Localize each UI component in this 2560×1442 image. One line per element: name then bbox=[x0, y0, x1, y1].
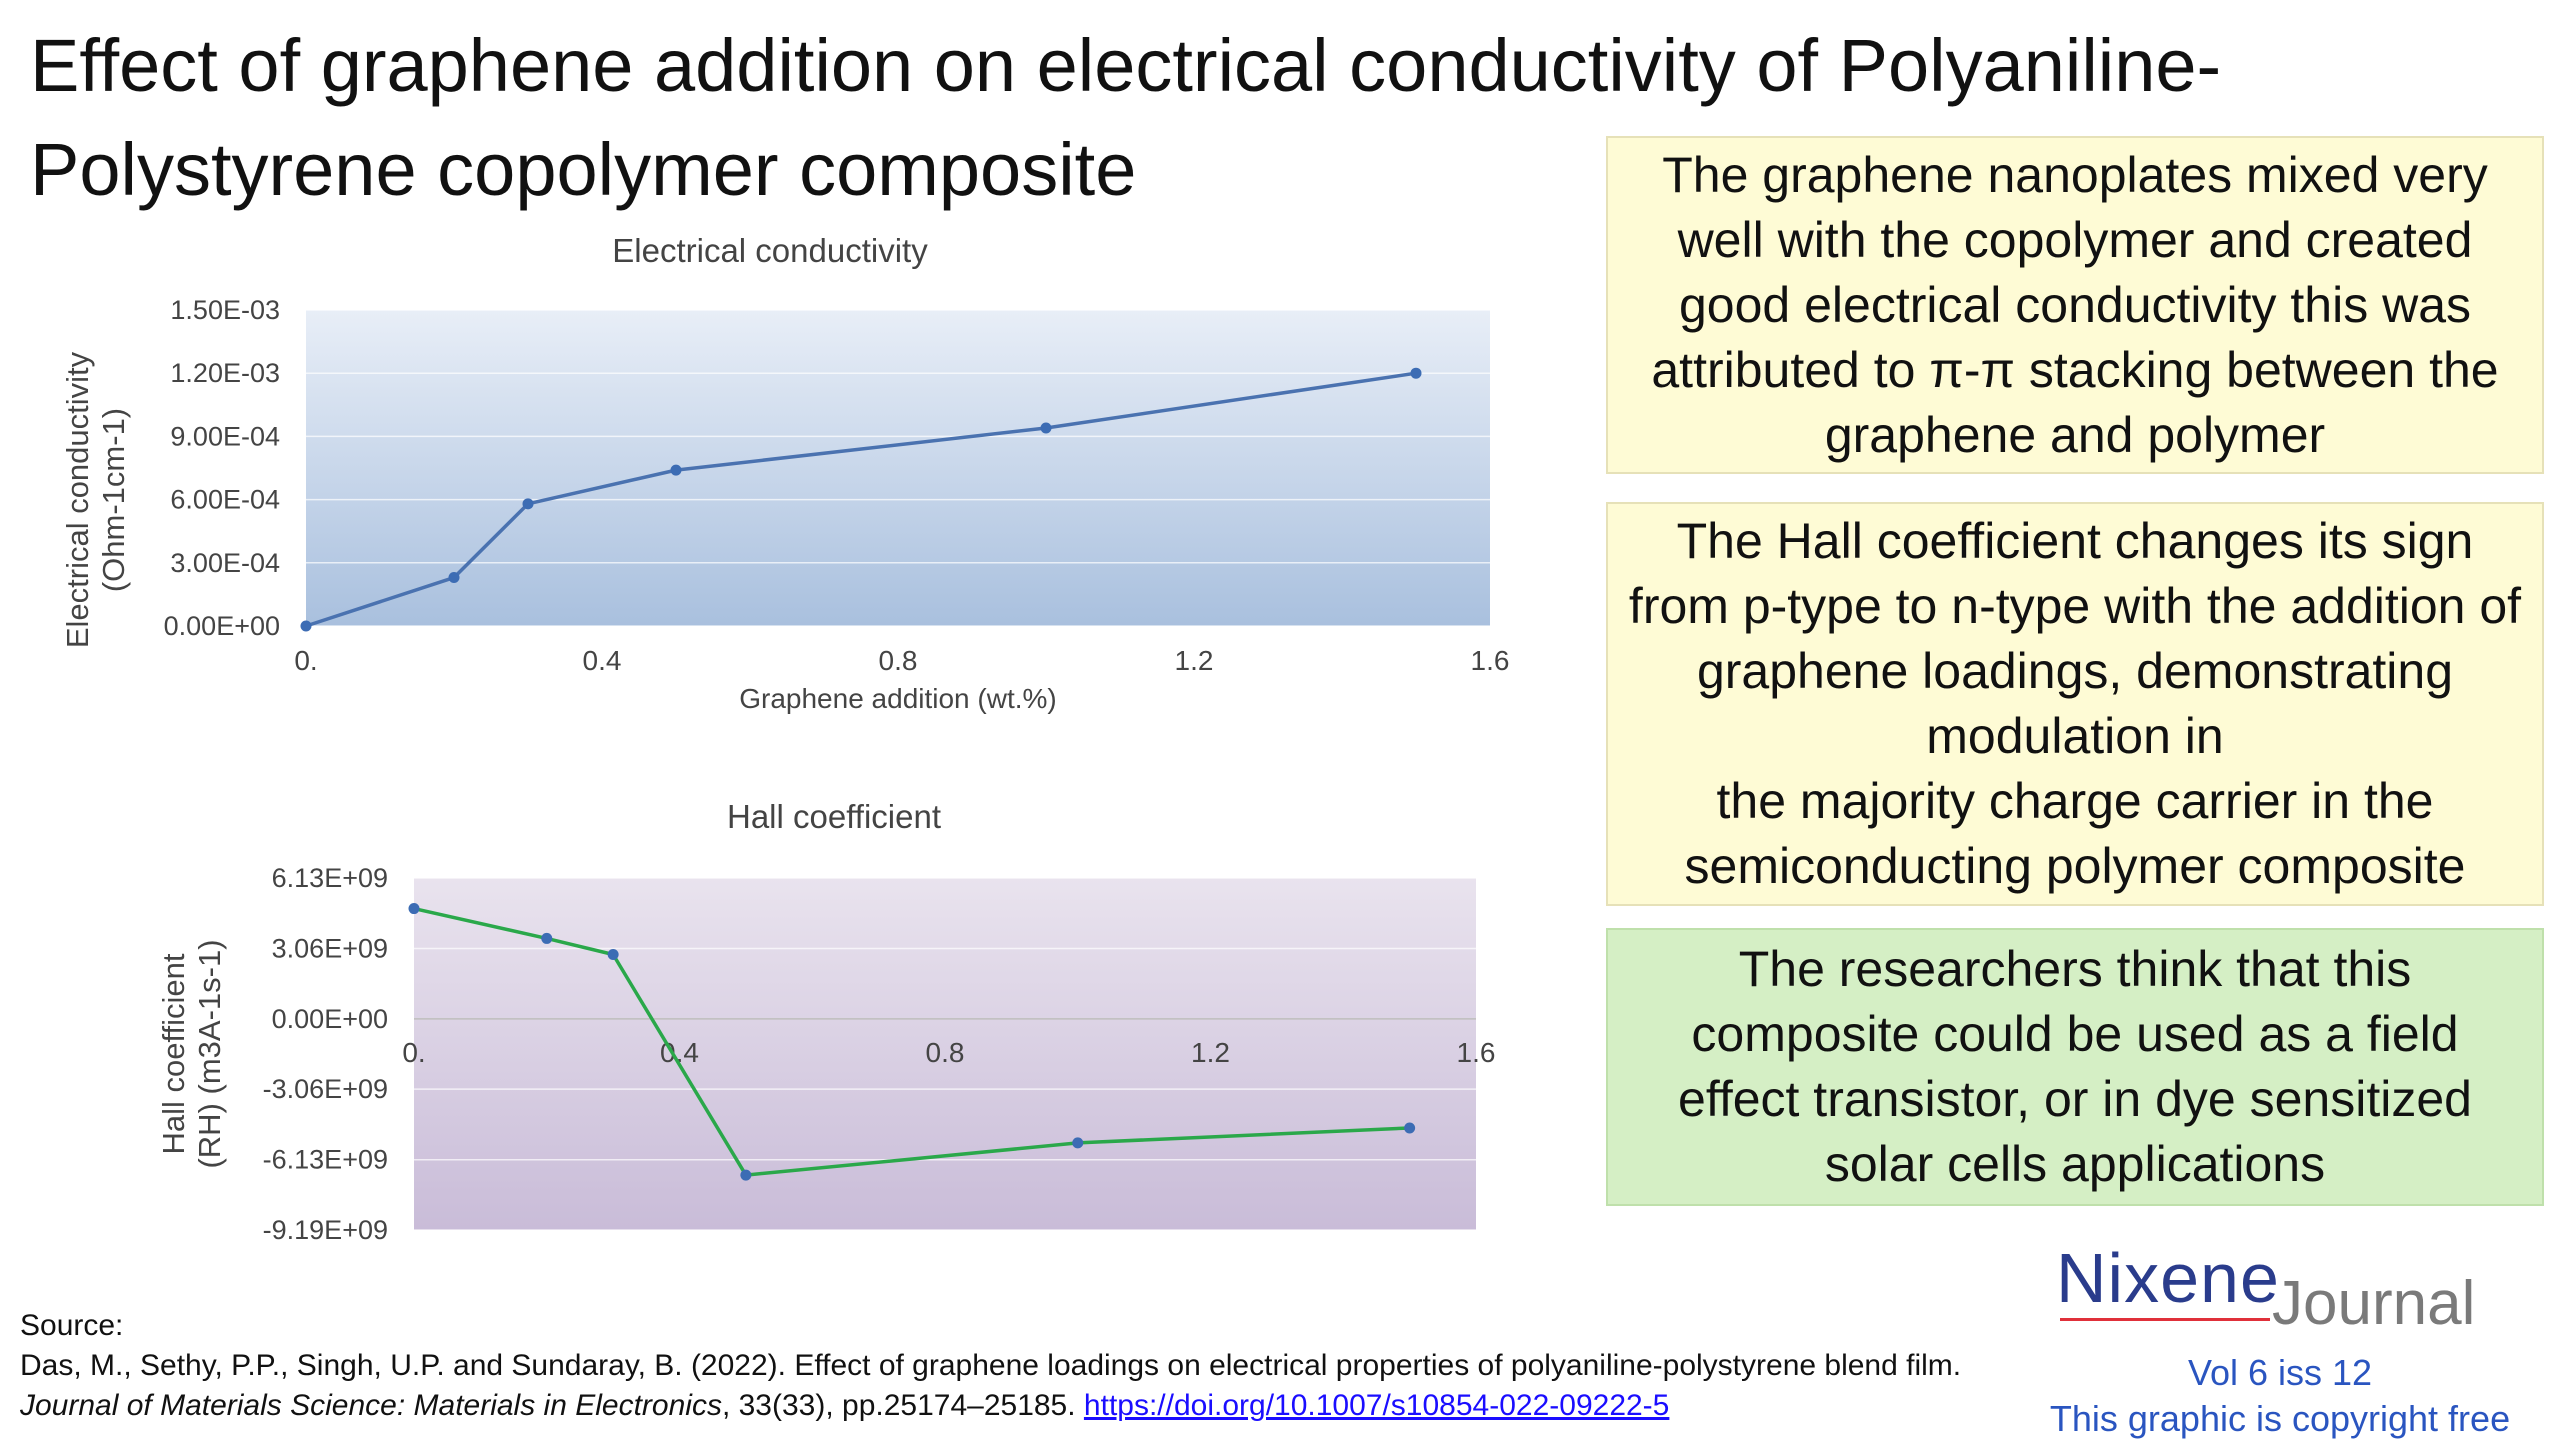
hall-y-axis-label-line1: Hall coefficient bbox=[156, 953, 191, 1154]
conductivity-x-tick-label: 0.8 bbox=[879, 645, 918, 676]
hall-data-point bbox=[740, 1169, 752, 1181]
hall-y-axis-label-line2: (RH) (m3A-1s-1) bbox=[192, 939, 227, 1168]
logo-underline bbox=[2060, 1318, 2270, 1321]
conductivity-x-tick-label: 0. bbox=[294, 645, 317, 676]
conductivity-x-axis-label: Graphene addition (wt.%) bbox=[739, 683, 1057, 714]
hall-x-tick-label: 1.2 bbox=[1191, 1037, 1230, 1068]
nixene-journal-logo: Nixene Journal bbox=[2050, 1238, 2530, 1338]
conductivity-y-tick-label: 6.00E-04 bbox=[170, 485, 280, 515]
conductivity-data-point bbox=[1040, 422, 1052, 434]
source-label: Source: bbox=[20, 1309, 124, 1342]
hall-y-tick-label: -6.13E+09 bbox=[263, 1145, 388, 1175]
conductivity-y-tick-label: 0.00E+00 bbox=[164, 611, 280, 641]
page-title: Effect of graphene addition on electrica… bbox=[30, 24, 2222, 211]
hall-sign-text-line2: the majority charge carrier in the semic… bbox=[1684, 773, 2466, 894]
footer-info: Vol 6 iss 12 This graphic is copyright f… bbox=[2000, 1350, 2560, 1442]
hall-y-tick-label: -9.19E+09 bbox=[263, 1215, 388, 1245]
copyright-note: This graphic is copyright free bbox=[2049, 1398, 2511, 1439]
hall-data-point bbox=[541, 932, 553, 944]
hall-y-tick-label: 6.13E+09 bbox=[272, 863, 388, 893]
applications-text: The researchers think that this composit… bbox=[1678, 941, 2472, 1192]
conductivity-data-point bbox=[1410, 367, 1422, 379]
conductivity-plot-area bbox=[306, 310, 1490, 626]
conductivity-y-tick-label: 9.00E-04 bbox=[170, 421, 280, 451]
conductivity-y-tick-label: 1.50E-03 bbox=[170, 295, 280, 325]
hall-sign-text-line1: The Hall coefficient changes its sign fr… bbox=[1628, 513, 2522, 764]
conductivity-y-axis-label-line2: (Ohm-1cm-1) bbox=[96, 408, 131, 592]
conductivity-x-tick-label: 1.6 bbox=[1471, 645, 1510, 676]
conductivity-x-tick-label: 0.4 bbox=[583, 645, 622, 676]
conductivity-data-point bbox=[522, 498, 534, 510]
hall-series-line bbox=[413, 906, 1410, 1177]
applications-note: The researchers think that this composit… bbox=[1606, 928, 2544, 1206]
hall-y-tick-label: 0.00E+00 bbox=[272, 1004, 388, 1034]
graphene-mixing-text: The graphene nanoplates mixed very well … bbox=[1651, 146, 2499, 463]
conductivity-y-axis-label: Electrical conductivity(Ohm-1cm-1) bbox=[60, 351, 131, 648]
citation-journal: Journal of Materials Science: Materials … bbox=[20, 1389, 722, 1422]
conductivity-y-tick-label: 1.20E-03 bbox=[170, 358, 280, 388]
hall-data-point bbox=[1072, 1137, 1084, 1149]
hall-x-tick-label: 0.8 bbox=[926, 1037, 965, 1068]
hall-y-tick-label: 3.06E+09 bbox=[272, 934, 388, 964]
hall-coefficient-chart: -9.19E+09 -6.13E+09 -3.06E+09 0.00E+00 3.06E… bbox=[156, 798, 1495, 1245]
conductivity-y-tick-label: 3.00E-04 bbox=[170, 548, 280, 578]
conductivity-series-line bbox=[305, 371, 1417, 628]
hall-chart-title: Hall coefficient bbox=[727, 798, 941, 835]
conductivity-y-axis-label-line1: Electrical conductivity bbox=[60, 351, 95, 648]
hall-data-point bbox=[408, 903, 420, 915]
hall-sign-text: The Hall coefficient changes its sign fr… bbox=[1626, 509, 2524, 899]
conductivity-data-point bbox=[670, 464, 682, 476]
conductivity-data-point bbox=[448, 572, 460, 584]
logo-nixene: Nixene bbox=[2056, 1239, 2280, 1317]
hall-plot-area bbox=[414, 878, 1476, 1230]
citation-authors-title: Das, M., Sethy, P.P., Singh, U.P. and Su… bbox=[20, 1349, 1962, 1382]
conductivity-data-point bbox=[300, 620, 312, 632]
hall-x-tick-label: 1.6 bbox=[1457, 1037, 1496, 1068]
hall-data-point bbox=[607, 949, 619, 961]
source-reference: Das, M., Sethy, P.P., Singh, U.P. and Su… bbox=[20, 1346, 2000, 1426]
conductivity-x-tick-label: 1.2 bbox=[1175, 645, 1214, 676]
hall-y-axis-label: Hall coefficient(RH) (m3A-1s-1) bbox=[156, 939, 227, 1168]
conductivity-chart: 0.00E+00 3.00E-04 6.00E-04 9.00E-04 1.20E-03… bbox=[60, 232, 1509, 714]
citation-volume-pages: , 33(33), pp.25174–25185. bbox=[721, 1389, 1084, 1422]
hall-x-tick-label: 0. bbox=[402, 1037, 425, 1068]
doi-link[interactable]: https://doi.org/10.1007/s10854-022-09222… bbox=[1083, 1389, 1670, 1422]
volume-issue: Vol 6 iss 12 bbox=[2187, 1352, 2373, 1393]
hall-data-point bbox=[1404, 1122, 1416, 1134]
hall-y-tick-label: -3.06E+09 bbox=[263, 1074, 388, 1104]
logo-journal: Journal bbox=[2272, 1269, 2476, 1338]
graphene-mixing-note: The graphene nanoplates mixed very well … bbox=[1606, 136, 2544, 474]
source-citation: Source: Das, M., Sethy, P.P., Singh, U.P… bbox=[20, 1306, 2000, 1426]
hall-sign-note: The Hall coefficient changes its sign fr… bbox=[1606, 502, 2544, 906]
conductivity-chart-title: Electrical conductivity bbox=[612, 232, 928, 269]
